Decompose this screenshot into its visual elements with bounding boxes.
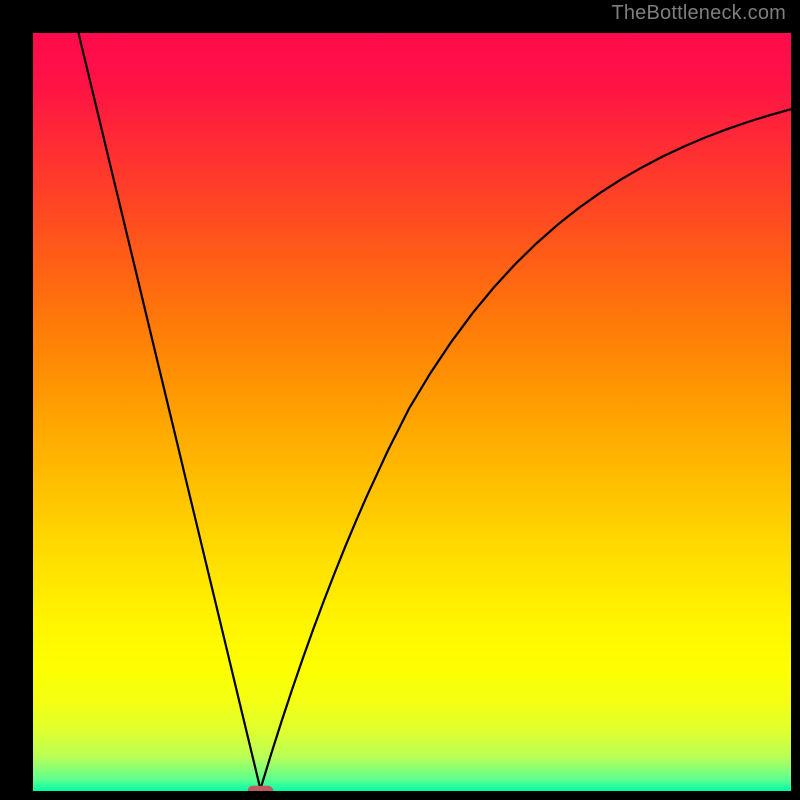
watermark-text: TheBottleneck.com (611, 2, 786, 25)
plot-area (33, 33, 791, 791)
chart-svg (33, 33, 791, 791)
chart-container: TheBottleneck.com (0, 0, 800, 800)
gradient-background (33, 33, 791, 791)
min-marker (248, 786, 274, 791)
